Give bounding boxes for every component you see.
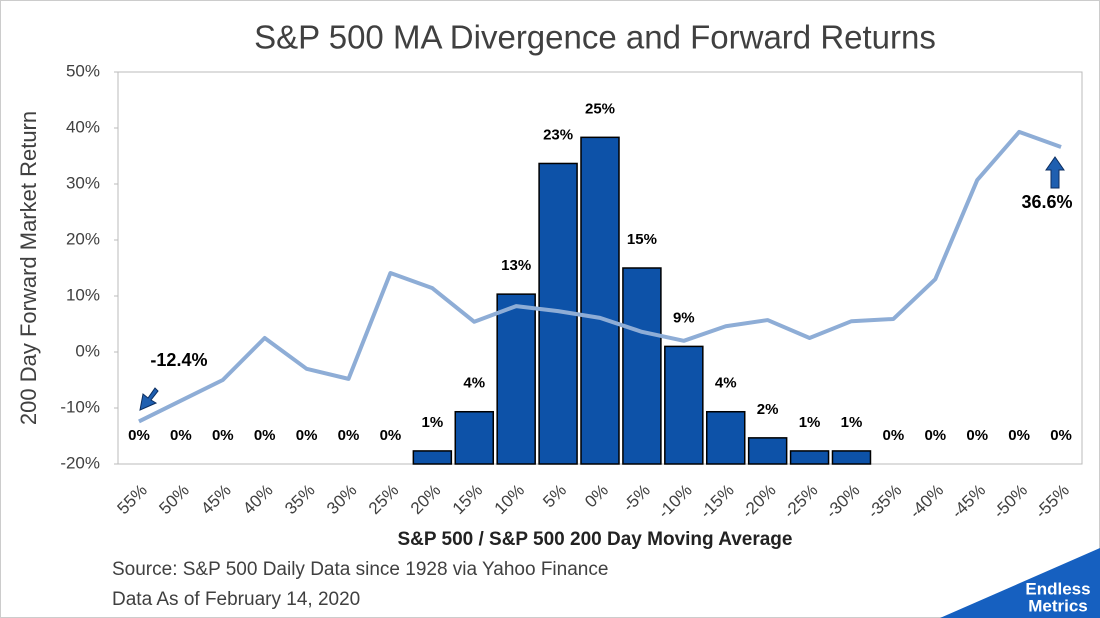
- bar-label: 4%: [715, 375, 737, 392]
- y-tick-label: 0%: [75, 341, 100, 360]
- bar: [496, 293, 536, 465]
- bar-label: 0%: [212, 427, 234, 444]
- date-note: Data As of February 14, 2020: [112, 589, 360, 610]
- source-note: Source: S&P 500 Daily Data since 1928 vi…: [112, 559, 608, 580]
- bar-label: 1%: [841, 414, 863, 431]
- y-tick-label: -10%: [60, 397, 100, 416]
- bar: [705, 410, 746, 465]
- logo-text: Metrics: [1028, 596, 1088, 615]
- bar-label: 15%: [627, 231, 657, 248]
- bar-label: 23%: [543, 126, 573, 143]
- logo-shape: [940, 548, 1100, 618]
- bar-label: 0%: [128, 427, 150, 444]
- bar-label: 4%: [463, 375, 485, 392]
- bar: [831, 450, 872, 465]
- logo-text: Endless: [1025, 579, 1090, 598]
- y-axis-label: 200 Day Forward Market Return: [16, 111, 41, 425]
- bar-label: 1%: [422, 414, 444, 431]
- chart-title: S&P 500 MA Divergence and Forward Return…: [254, 19, 936, 56]
- bar-label: 0%: [924, 427, 946, 444]
- bar-label: 1%: [799, 414, 821, 431]
- annotation-arrow: [1045, 156, 1065, 189]
- bar: [747, 437, 788, 465]
- bar: [580, 136, 620, 465]
- line-label: 36.6%: [1022, 192, 1073, 212]
- line: [138, 129, 1062, 424]
- y-tick-label: 20%: [66, 229, 100, 248]
- bar-label: 0%: [338, 427, 360, 444]
- bar-label: 0%: [966, 427, 988, 444]
- bar: [664, 345, 704, 465]
- y-tick-label: 50%: [66, 61, 100, 80]
- bar-label: 0%: [883, 427, 905, 444]
- bar: [412, 450, 453, 465]
- bar-label: 0%: [296, 427, 318, 444]
- y-tick-label: 30%: [66, 173, 100, 192]
- bar-label: 25%: [585, 100, 615, 117]
- bar-label: 0%: [170, 427, 192, 444]
- x-axis-label: S&P 500 / S&P 500 200 Day Moving Average: [398, 529, 793, 550]
- y-tick-label: 40%: [66, 117, 100, 136]
- annotation-arrow: [139, 387, 159, 411]
- bar: [622, 267, 662, 465]
- y-tick-label: 10%: [66, 285, 100, 304]
- bar-label: 0%: [1050, 427, 1072, 444]
- bar-label: 2%: [757, 401, 779, 418]
- bar: [454, 410, 495, 465]
- bar-label: 13%: [501, 257, 531, 274]
- bar: [789, 450, 830, 465]
- line-label: -12.4%: [150, 350, 207, 370]
- bar-label: 0%: [1008, 427, 1030, 444]
- bar-label: 0%: [254, 427, 276, 444]
- bar-label: 0%: [380, 427, 402, 444]
- bar-label: 9%: [673, 309, 695, 326]
- y-tick-label: -20%: [60, 453, 100, 472]
